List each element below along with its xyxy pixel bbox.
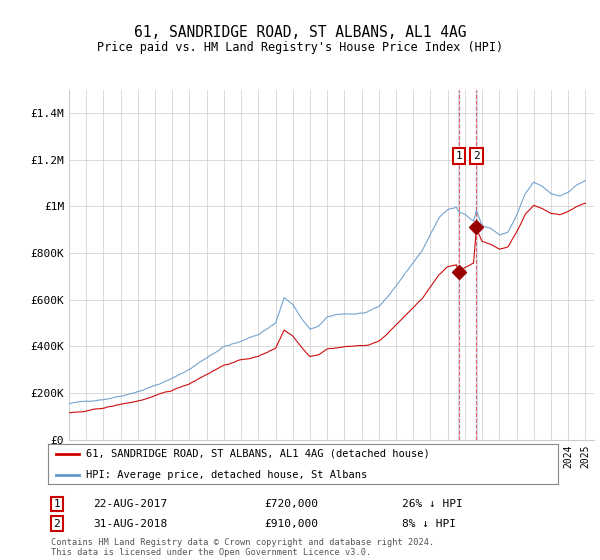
Bar — [458, 90, 460, 440]
Text: £720,000: £720,000 — [264, 499, 318, 509]
Bar — [476, 90, 477, 440]
Text: 2: 2 — [53, 519, 61, 529]
Text: HPI: Average price, detached house, St Albans: HPI: Average price, detached house, St A… — [86, 470, 367, 480]
Text: 1: 1 — [455, 151, 462, 161]
Text: £910,000: £910,000 — [264, 519, 318, 529]
Text: 31-AUG-2018: 31-AUG-2018 — [93, 519, 167, 529]
Text: 1: 1 — [53, 499, 61, 509]
Text: 8% ↓ HPI: 8% ↓ HPI — [402, 519, 456, 529]
Text: 61, SANDRIDGE ROAD, ST ALBANS, AL1 4AG: 61, SANDRIDGE ROAD, ST ALBANS, AL1 4AG — [134, 25, 466, 40]
Text: 22-AUG-2017: 22-AUG-2017 — [93, 499, 167, 509]
Text: 61, SANDRIDGE ROAD, ST ALBANS, AL1 4AG (detached house): 61, SANDRIDGE ROAD, ST ALBANS, AL1 4AG (… — [86, 449, 430, 459]
Text: Price paid vs. HM Land Registry's House Price Index (HPI): Price paid vs. HM Land Registry's House … — [97, 41, 503, 54]
Text: 26% ↓ HPI: 26% ↓ HPI — [402, 499, 463, 509]
Text: 2: 2 — [473, 151, 480, 161]
Text: Contains HM Land Registry data © Crown copyright and database right 2024.
This d: Contains HM Land Registry data © Crown c… — [51, 538, 434, 557]
